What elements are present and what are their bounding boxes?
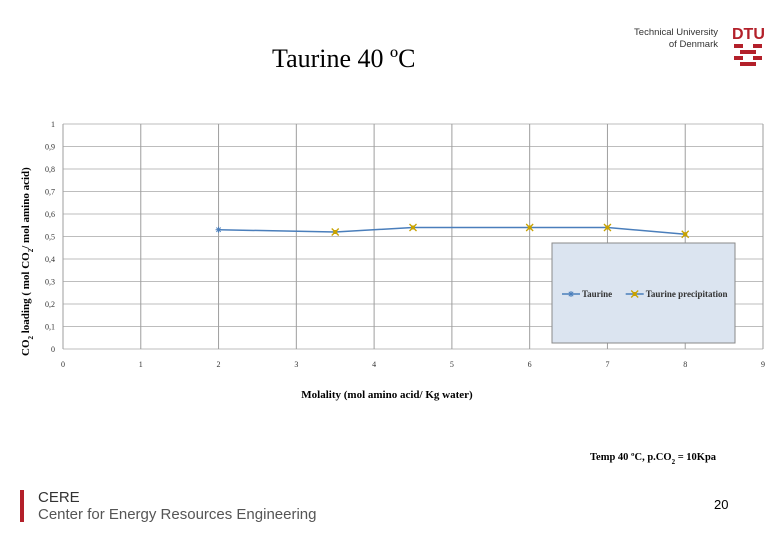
y-tick-label: 0,8 xyxy=(45,165,55,174)
data-point xyxy=(331,228,340,236)
legend-marker xyxy=(630,290,639,298)
x-tick-label: 5 xyxy=(450,360,454,369)
marker-core xyxy=(411,225,415,230)
legend-label: Taurine xyxy=(582,289,612,299)
marker-core xyxy=(333,230,338,234)
slide-title: Taurine 40 ºC xyxy=(272,44,416,73)
marker-core xyxy=(632,292,637,296)
data-point xyxy=(681,230,690,239)
x-axis-label: Molality (mol amino acid/ Kg water) xyxy=(301,389,473,401)
x-tick-label: 8 xyxy=(683,360,687,369)
x-tick-label: 9 xyxy=(761,360,765,369)
marker-core xyxy=(527,225,532,230)
y-axis-label-part: / mol amino acid) xyxy=(20,167,32,250)
y-tick-label: 0,5 xyxy=(45,233,55,242)
university-name-line2: of Denmark xyxy=(668,39,718,50)
y-tick-label: 0 xyxy=(51,345,55,354)
legend-box xyxy=(551,242,736,344)
footer-org-full: Center for Energy Resources Engineering xyxy=(38,506,317,523)
page-number: 20 xyxy=(714,497,729,512)
y-axis-label: CO2 loading ( mol CO2/ mol amino acid) xyxy=(20,167,35,356)
legend: Taurine Taurine precipitation xyxy=(551,242,736,344)
legend-marker xyxy=(568,291,574,297)
y-tick-label: 0,7 xyxy=(45,188,55,197)
y-tick-label: 0,1 xyxy=(45,323,55,332)
legend-label: Taurine precipitation xyxy=(646,289,728,299)
x-tick-label: 4 xyxy=(372,360,376,369)
university-name: Technical University of Denmark xyxy=(634,27,718,51)
annotation-part: 2 xyxy=(672,458,676,466)
x-tick-label: 0 xyxy=(61,360,65,369)
x-tick-label: 6 xyxy=(528,360,532,369)
dtu-logo-stripes xyxy=(734,44,762,66)
data-point xyxy=(603,223,612,232)
y-tick-label: 1 xyxy=(51,120,55,129)
data-point xyxy=(409,223,417,232)
y-tick-label: 0,4 xyxy=(45,255,55,264)
y-axis-label-part: 2 xyxy=(27,248,35,252)
legend-item: Taurine xyxy=(562,289,612,299)
chart: 0 0,1 0,2 0,3 0,4 0,5 0,6 0,7 0,8 0,9 1 0 1 2 3 4 5 6 7 8 9 T… xyxy=(20,120,765,466)
dtu-logo: DTU xyxy=(732,26,765,66)
marker-core xyxy=(605,225,610,230)
marker-stroke xyxy=(216,227,222,233)
x-tick-label: 1 xyxy=(139,360,143,369)
series-line xyxy=(218,226,686,235)
data-point xyxy=(215,226,222,233)
y-tick-label: 0,9 xyxy=(45,143,55,152)
footer-accent-bar xyxy=(20,490,24,522)
y-tick-label: 0,3 xyxy=(45,278,55,287)
x-tick-label: 7 xyxy=(605,360,609,369)
footer-org: CERE xyxy=(38,489,80,506)
y-tick-label: 0,2 xyxy=(45,300,55,309)
conditions-annotation: Temp 40 ºC, p.CO2 = 10Kpa xyxy=(590,452,717,466)
marker-core xyxy=(683,232,688,237)
data-point xyxy=(525,223,534,232)
marker-stroke xyxy=(568,291,574,297)
y-axis-label-part: loading ( mol CO xyxy=(20,252,32,336)
y-axis-label-part: 2 xyxy=(27,336,35,340)
university-name-line1: Technical University xyxy=(634,27,718,38)
dtu-logo-text: DTU xyxy=(732,26,765,43)
annotation-part: = 10Kpa xyxy=(675,452,717,463)
x-tick-label: 2 xyxy=(217,360,221,369)
y-axis-label-part: CO xyxy=(20,339,32,356)
legend-item: Taurine precipitation xyxy=(625,289,728,299)
y-tick-label: 0,6 xyxy=(45,210,55,219)
annotation-part: Temp 40 ºC, p.CO xyxy=(590,452,672,463)
x-tick-label: 3 xyxy=(294,360,298,369)
